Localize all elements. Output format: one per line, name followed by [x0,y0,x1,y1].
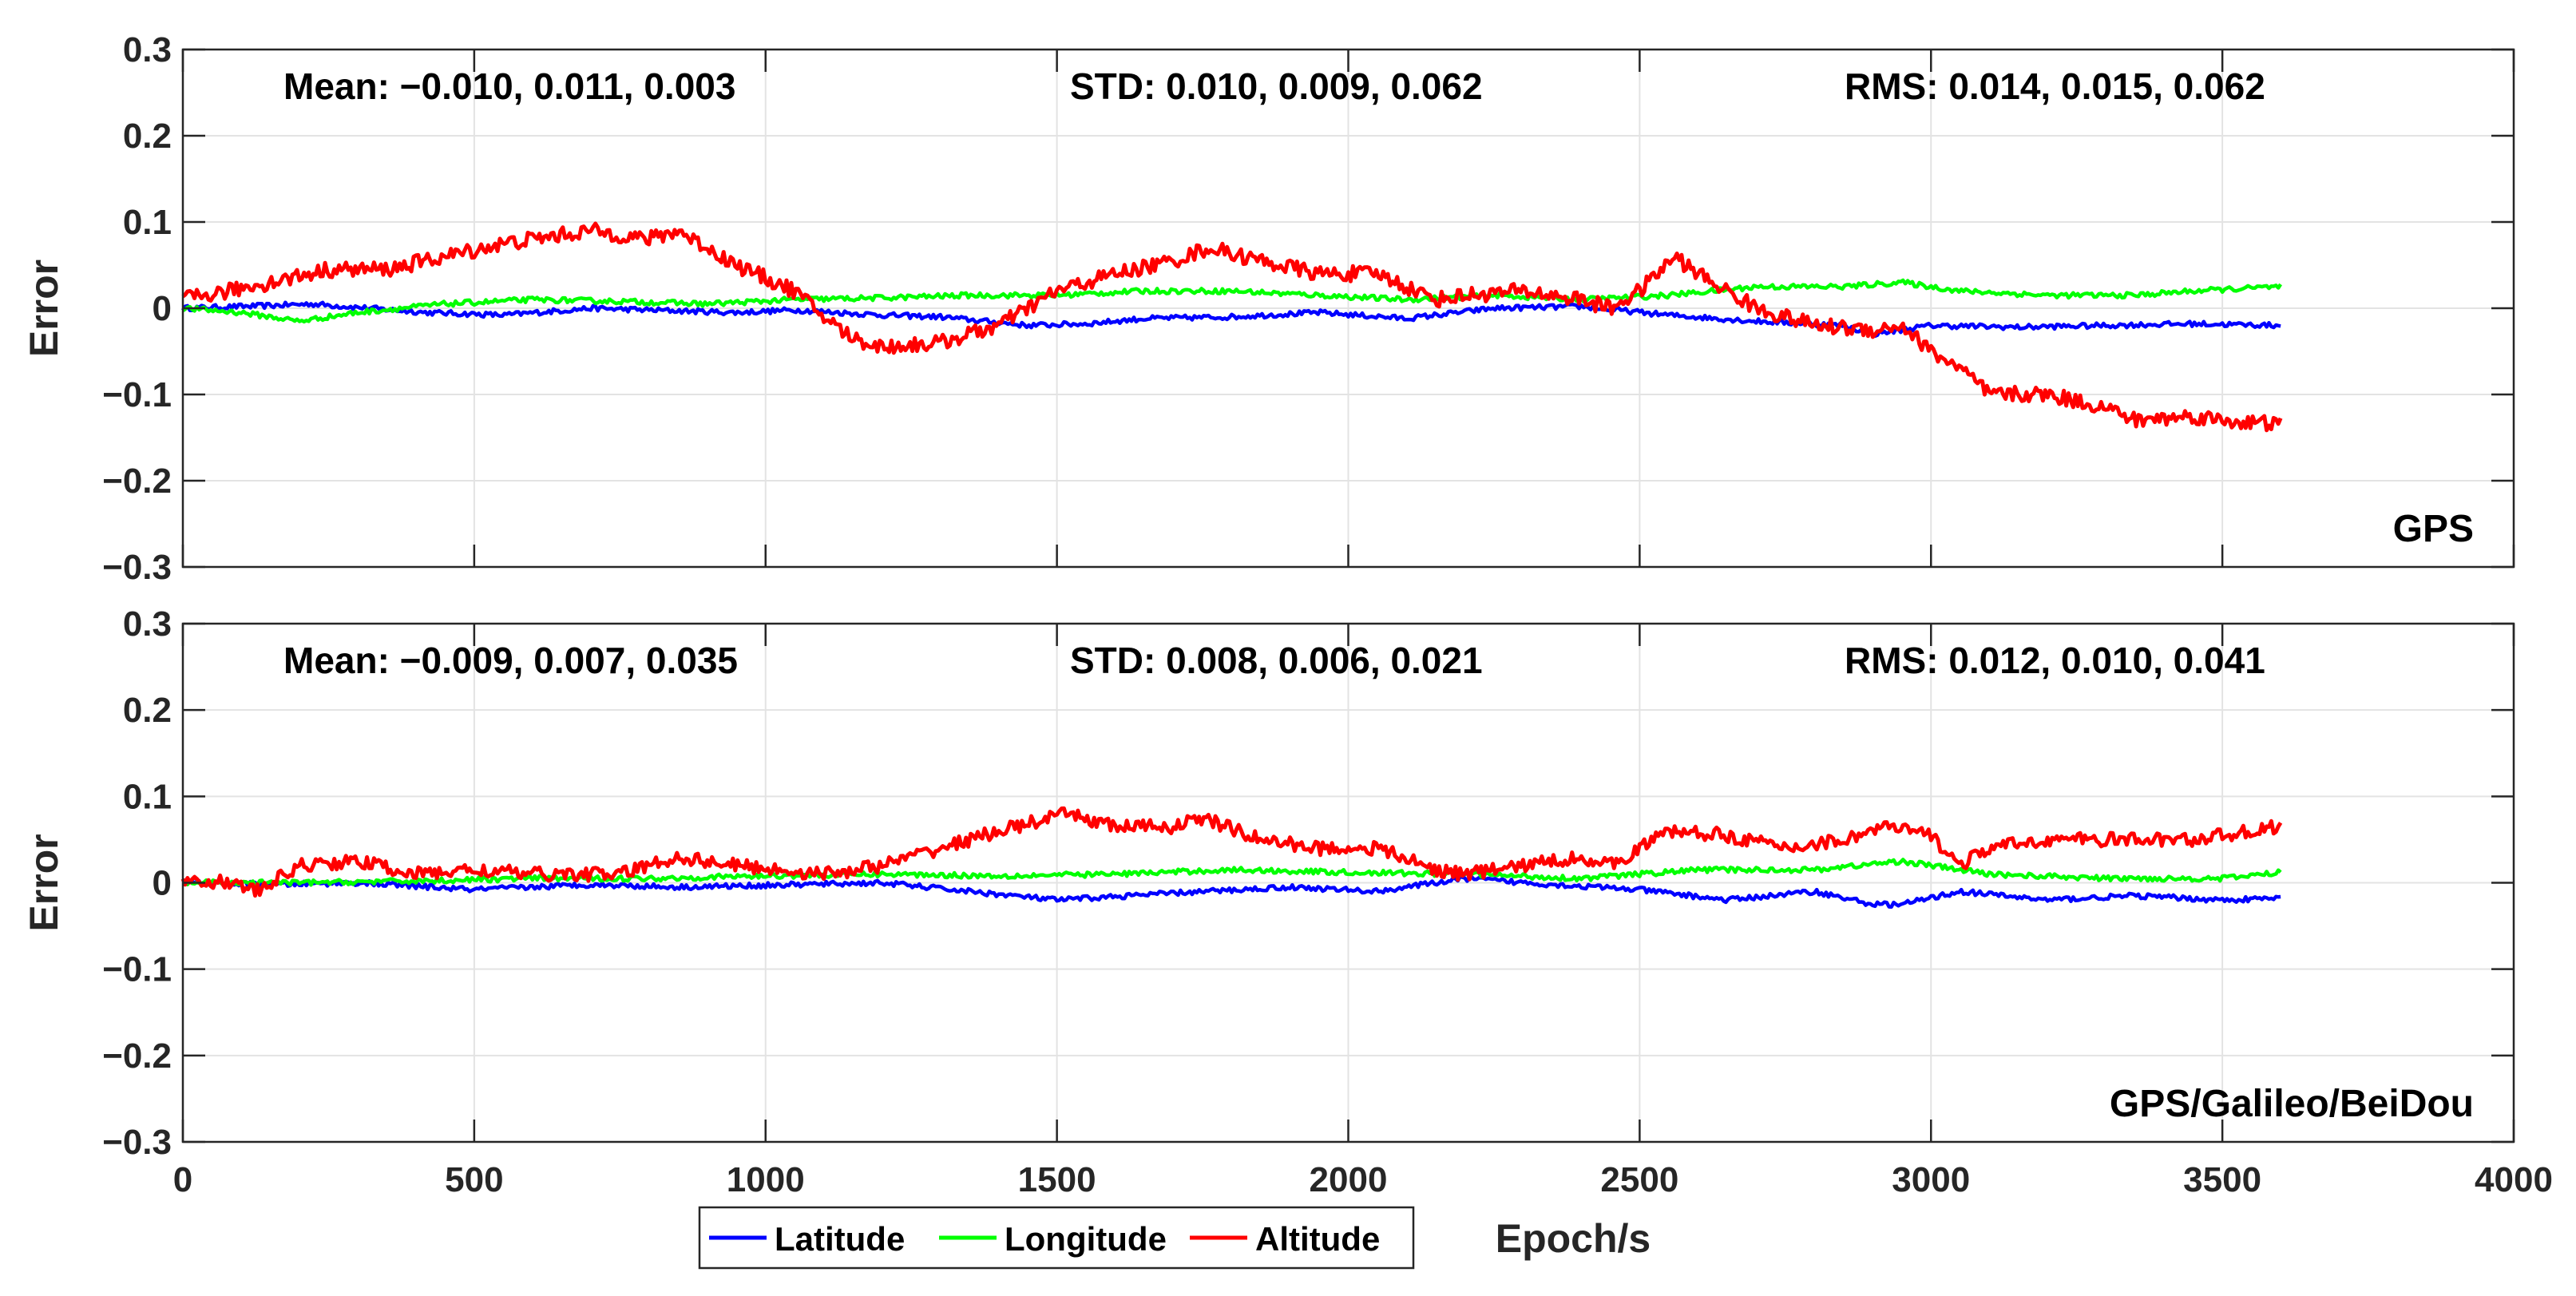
series-line-longitude [181,278,2282,324]
y-tick-label: 0.2 [123,691,172,730]
x-tick-label: 1000 [727,1160,805,1199]
legend-label-latitude: Latitude [775,1220,905,1258]
y-axis-label: Error [22,834,66,931]
x-tick-label: 2500 [1600,1160,1678,1199]
y-tick-label: −0.3 [102,548,172,587]
x-tick-label: 500 [445,1160,503,1199]
legend-box [698,1206,1415,1270]
series-line-longitude [181,858,2282,887]
y-tick-label: −0.1 [102,950,172,989]
stat-std: STD: 0.010, 0.009, 0.062 [1070,65,1483,107]
stat-mean: Mean: −0.010, 0.011, 0.003 [283,65,735,107]
panel-label: GPS/Galileo/BeiDou [2110,1083,2474,1125]
y-tick-label: 0.3 [123,30,172,69]
x-tick-label: 0 [173,1160,192,1199]
x-tick-label: 4000 [2475,1160,2553,1199]
y-tick-label: −0.1 [102,375,172,414]
y-tick-label: 0 [153,864,172,903]
panel-label: GPS [2393,508,2474,550]
legend-label-altitude: Altitude [1255,1220,1380,1258]
stat-std: STD: 0.008, 0.006, 0.021 [1070,640,1483,681]
stat-mean: Mean: −0.009, 0.007, 0.035 [283,640,738,681]
legend-label-longitude: Longitude [1005,1220,1167,1258]
y-tick-label: 0.1 [123,203,172,242]
series-line-latitude [181,300,2281,339]
y-tick-label: −0.3 [102,1123,172,1162]
x-tick-label: 3500 [2183,1160,2261,1199]
x-tick-label: 1500 [1018,1160,1096,1199]
stat-rms: RMS: 0.014, 0.015, 0.062 [1845,65,2265,107]
x-tick-label: 3000 [1892,1160,1970,1199]
x-axis-label: Epoch/s [1496,1216,1651,1261]
series-line-altitude [180,806,2283,898]
y-tick-label: 0.3 [123,604,172,644]
series-line-latitude [181,874,2281,910]
y-tick-label: 0 [153,289,172,328]
x-tick-label: 2000 [1310,1160,1388,1199]
series-line-altitude [181,221,2283,433]
y-tick-label: −0.2 [102,462,172,501]
y-tick-label: −0.2 [102,1036,172,1076]
y-tick-label: 0.2 [123,117,172,156]
stat-rms: RMS: 0.012, 0.010, 0.041 [1845,640,2265,681]
y-tick-label: 0.1 [123,777,172,816]
y-axis-label: Error [22,260,66,357]
